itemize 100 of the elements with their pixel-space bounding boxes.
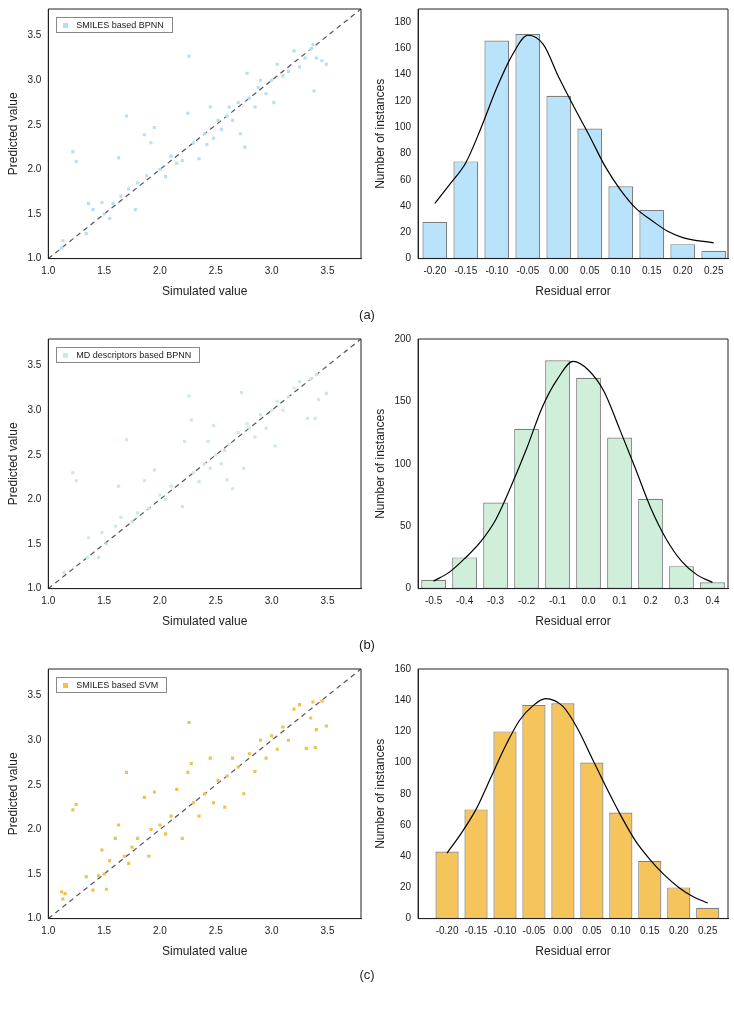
point xyxy=(203,792,207,796)
point xyxy=(212,423,216,428)
point xyxy=(124,770,129,774)
y-tick-label: 1.5 xyxy=(27,207,42,219)
x-tick-label: 3.0 xyxy=(264,265,280,277)
y-tick-label: 120 xyxy=(394,94,412,106)
point xyxy=(311,700,315,704)
point xyxy=(100,848,104,852)
y-axis-title: Predicted value xyxy=(5,752,20,836)
x-tick-label: 3.5 xyxy=(320,265,335,277)
text: (c) xyxy=(359,967,375,982)
x-tick-label: -0.05 xyxy=(522,925,546,937)
point xyxy=(164,832,168,836)
point xyxy=(187,720,191,725)
x-axis-title: Residual error xyxy=(535,944,611,959)
point xyxy=(169,814,173,818)
y-axis-title: Predicted value xyxy=(5,92,20,176)
point xyxy=(273,444,277,448)
y-tick-label: 160 xyxy=(394,662,412,674)
x-tick-label: 1.5 xyxy=(97,595,112,607)
point xyxy=(71,471,75,475)
point xyxy=(247,426,251,430)
point xyxy=(270,734,274,738)
point xyxy=(313,745,317,749)
point xyxy=(264,426,268,430)
x-tick-label: 0.00 xyxy=(553,925,574,937)
y-tick-label: 0 xyxy=(405,582,412,594)
x-axis-title: Simulated value xyxy=(161,944,248,959)
y-tick-label: 50 xyxy=(399,519,412,531)
y-tick-label: 140 xyxy=(394,68,412,80)
y-tick-label: 0 xyxy=(405,252,412,264)
y-tick-label: 2.5 xyxy=(27,118,42,130)
x-tick-label: 0.00 xyxy=(549,265,569,277)
point xyxy=(242,792,246,796)
legend-label: SMILES based BPNN xyxy=(76,20,164,30)
x-tick-label: -0.05 xyxy=(516,265,540,277)
x-tick-label: 0.0 xyxy=(581,595,596,607)
point xyxy=(223,805,227,809)
text: (a) xyxy=(359,307,375,322)
point xyxy=(191,801,196,805)
point xyxy=(281,725,285,729)
point xyxy=(189,418,193,422)
x-tick-label: 3.0 xyxy=(264,925,280,937)
legend-label: MD descriptors based BPNN xyxy=(76,350,192,360)
point xyxy=(130,520,134,524)
point xyxy=(208,466,212,470)
point xyxy=(180,505,184,509)
point xyxy=(324,724,328,728)
point xyxy=(84,875,88,879)
y-tick-label: 3.5 xyxy=(27,29,42,41)
point xyxy=(113,524,117,528)
point xyxy=(317,398,321,402)
y-tick-label: 40 xyxy=(399,199,412,211)
point xyxy=(130,845,134,849)
line-series xyxy=(446,698,709,904)
point xyxy=(219,462,223,466)
point xyxy=(86,536,91,540)
y-axis-title: Number of instances xyxy=(372,738,387,849)
point xyxy=(85,555,89,559)
x-axis-title: Residual error xyxy=(535,284,611,299)
x-tick-label: -0.4 xyxy=(455,595,474,607)
point xyxy=(223,448,227,452)
point xyxy=(298,380,302,384)
point xyxy=(197,814,201,818)
point xyxy=(304,746,308,750)
x-tick-label: 0.10 xyxy=(611,265,631,277)
x-tick-label: -0.10 xyxy=(485,265,509,277)
y-tick-label: 2.5 xyxy=(27,778,42,790)
point xyxy=(242,466,246,470)
y-axis-title: Number of instances xyxy=(372,78,387,189)
point xyxy=(104,887,108,891)
point xyxy=(245,422,249,426)
point xyxy=(97,874,101,878)
point xyxy=(231,756,235,760)
point xyxy=(152,790,156,794)
y-tick-label: 40 xyxy=(399,849,412,861)
point xyxy=(236,765,240,769)
y-tick-label: 3.0 xyxy=(27,404,42,416)
x-tick-label: 0.05 xyxy=(582,925,603,937)
point xyxy=(305,416,309,420)
point xyxy=(142,479,146,483)
legend-label: SMILES based SVM xyxy=(76,680,159,690)
point xyxy=(236,431,240,435)
y-tick-label: 2.0 xyxy=(27,493,42,505)
point xyxy=(227,442,231,446)
x-tick-label: -0.10 xyxy=(493,925,517,937)
y-tick-label: 100 xyxy=(394,120,412,132)
y-tick-label: 1.0 xyxy=(27,252,42,264)
point xyxy=(119,515,123,519)
y-tick-label: 2.0 xyxy=(27,823,42,835)
point xyxy=(187,394,191,398)
point xyxy=(203,462,207,466)
point xyxy=(309,716,313,720)
point xyxy=(258,413,263,417)
point xyxy=(108,859,112,863)
x-tick-label: -0.3 xyxy=(486,595,505,607)
x-tick-label: 1.5 xyxy=(97,265,112,277)
point xyxy=(324,391,328,395)
y-axis-title: Number of instances xyxy=(372,408,387,519)
x-tick-label: 0.2 xyxy=(643,595,658,607)
